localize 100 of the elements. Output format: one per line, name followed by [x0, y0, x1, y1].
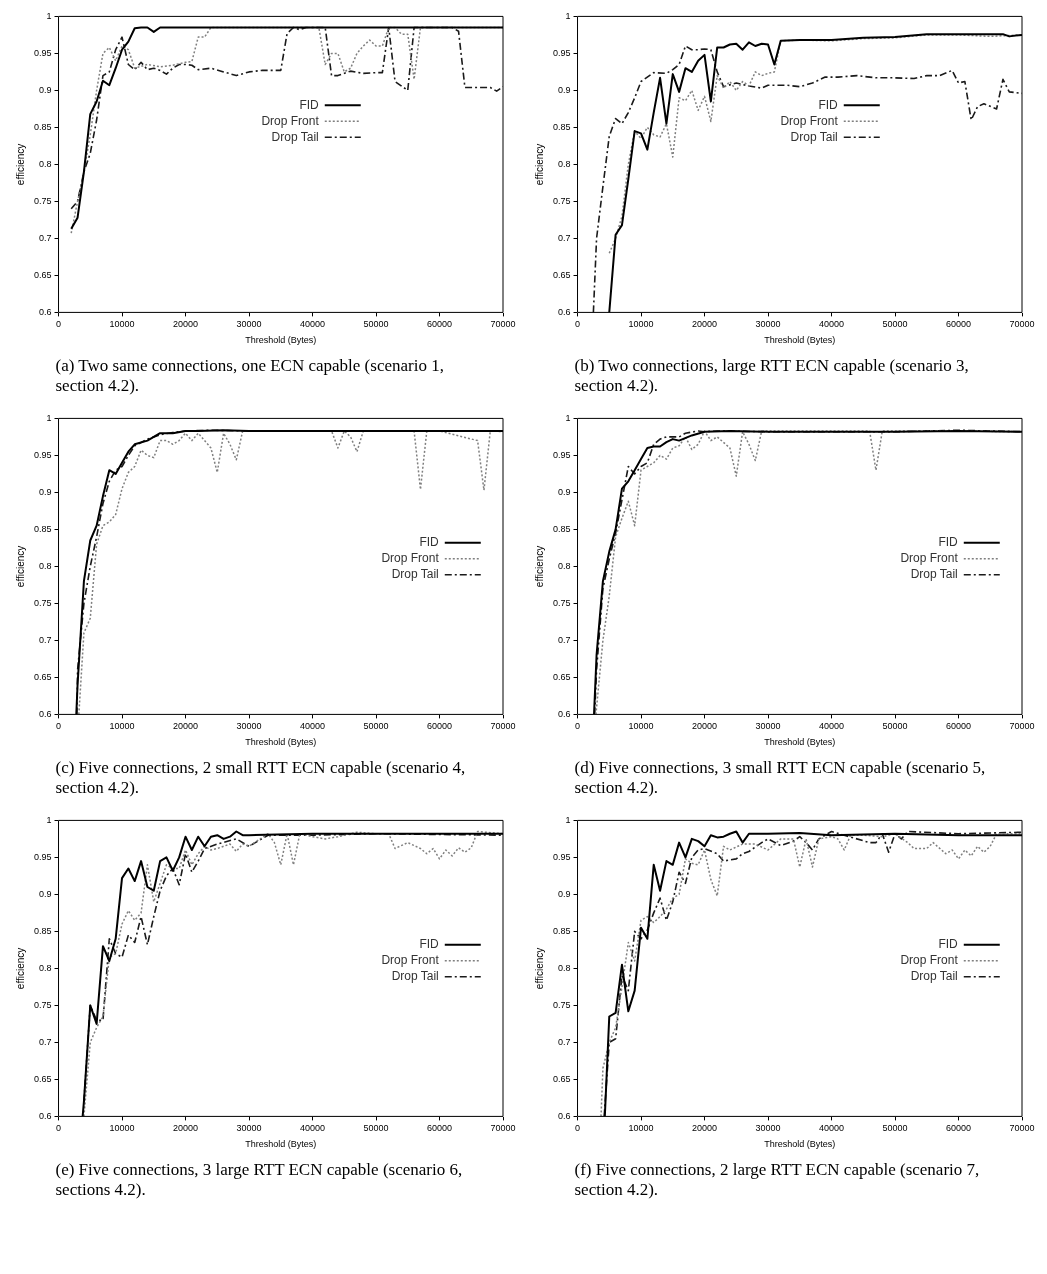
y-axis-title: efficiency [533, 947, 545, 990]
legend-label: FID [937, 535, 958, 550]
y-tick-label: 0.65 [33, 1073, 52, 1084]
text: (b) Two connections, large RTT ECN capable (scenario 3, section 4.2). [574, 356, 970, 396]
y-tick-label: 0.7 [38, 232, 52, 243]
legend-label: Drop Front [899, 953, 958, 968]
x-tick-label: 30000 [235, 1123, 262, 1134]
y-tick-label: 0.7 [557, 232, 571, 243]
y-tick-label: 0.7 [38, 634, 52, 645]
text: (d) Five connections, 3 small RTT ECN capable (scenario 5, section 4.2). [574, 758, 987, 798]
y-tick-label: 0.75 [33, 999, 52, 1010]
y-tick-label: 0.95 [33, 851, 52, 862]
x-tick-label: 0 [574, 319, 580, 330]
y-tick-label: 0.65 [552, 1073, 571, 1084]
y-tick-label: 0.75 [552, 999, 571, 1010]
x-tick-label: 30000 [754, 721, 781, 732]
y-tick-label: 0.85 [33, 523, 52, 534]
y-tick-label: 1 [565, 10, 571, 21]
x-tick-label: 0 [55, 721, 61, 732]
legend-label: Drop Tail [391, 567, 439, 582]
x-tick-label: 0 [574, 1123, 580, 1134]
x-axis-title: Threshold (Bytes) [763, 335, 835, 346]
legend-label: Drop Front [380, 551, 439, 566]
y-tick-label: 0.75 [33, 597, 52, 608]
y-tick-label: 0.7 [557, 634, 571, 645]
y-tick-label: 0.95 [33, 47, 52, 58]
y-tick-label: 0.9 [557, 84, 571, 95]
x-tick-label: 50000 [362, 1123, 389, 1134]
y-axis-title: efficiency [14, 545, 26, 588]
x-tick-label: 30000 [235, 721, 262, 732]
y-tick-label: 0.95 [552, 851, 571, 862]
x-tick-label: 20000 [691, 319, 717, 330]
y-tick-label: 0.85 [33, 925, 52, 936]
x-tick-label: 70000 [489, 1123, 516, 1134]
y-tick-label: 0.65 [552, 671, 571, 682]
y-axis-title: efficiency [533, 143, 545, 186]
legend-label: Drop Tail [271, 129, 319, 144]
x-tick-label: 10000 [628, 721, 654, 732]
x-axis-title: Threshold (Bytes) [244, 737, 316, 748]
legend-label: Drop Front [779, 113, 838, 128]
y-tick-label: 0.9 [38, 84, 52, 95]
y-tick-label: 0.6 [38, 1110, 52, 1121]
legend-label: Drop Tail [910, 969, 958, 984]
y-tick-label: 0.65 [552, 269, 571, 280]
x-tick-label: 30000 [754, 319, 781, 330]
y-tick-label: 0.75 [552, 597, 571, 608]
x-tick-label: 40000 [299, 721, 325, 732]
y-tick-label: 0.8 [38, 962, 52, 973]
x-tick-label: 20000 [172, 1123, 198, 1134]
y-tick-label: 0.9 [38, 888, 52, 899]
y-tick-label: 0.8 [38, 560, 52, 571]
x-tick-label: 10000 [628, 319, 654, 330]
x-tick-label: 40000 [299, 1123, 325, 1134]
x-tick-label: 70000 [1008, 319, 1035, 330]
legend-label: Drop Front [899, 551, 958, 566]
y-tick-label: 1 [46, 412, 52, 423]
y-tick-label: 0.95 [552, 449, 571, 460]
x-tick-label: 40000 [818, 721, 844, 732]
x-tick-label: 20000 [172, 721, 198, 732]
x-tick-label: 30000 [754, 1123, 781, 1134]
y-tick-label: 0.8 [38, 158, 52, 169]
x-axis-title: Threshold (Bytes) [244, 1139, 316, 1150]
x-axis-title: Threshold (Bytes) [763, 737, 835, 748]
y-tick-label: 0.7 [557, 1036, 571, 1047]
y-tick-label: 1 [46, 814, 52, 825]
y-axis-title: efficiency [533, 545, 545, 588]
legend-label: Drop Front [260, 113, 319, 128]
x-tick-label: 70000 [1008, 721, 1035, 732]
text: (c) Five connections, 2 small RTT ECN capable (scenario 4, section 4.2). [55, 758, 467, 798]
x-tick-label: 20000 [691, 721, 717, 732]
y-tick-label: 0.85 [552, 121, 571, 132]
legend-label: Drop Tail [391, 969, 439, 984]
text: (e) Five connections, 3 large RTT ECN capable (scenario 6, sections 4.2). [55, 1160, 464, 1200]
y-tick-label: 0.85 [33, 121, 52, 132]
x-tick-label: 60000 [945, 721, 971, 732]
y-tick-label: 0.7 [38, 1036, 52, 1047]
x-tick-label: 0 [574, 721, 580, 732]
y-tick-label: 0.9 [557, 888, 571, 899]
x-tick-label: 60000 [426, 1123, 452, 1134]
y-axis-title: efficiency [14, 143, 26, 186]
x-axis-title: Threshold (Bytes) [763, 1139, 835, 1150]
y-tick-label: 1 [565, 814, 571, 825]
y-tick-label: 0.8 [557, 560, 571, 571]
x-tick-label: 50000 [881, 1123, 908, 1134]
x-tick-label: 20000 [691, 1123, 717, 1134]
y-tick-label: 0.6 [557, 306, 571, 317]
x-tick-label: 10000 [109, 1123, 135, 1134]
x-tick-label: 50000 [881, 721, 908, 732]
y-tick-label: 0.9 [38, 486, 52, 497]
y-tick-label: 0.75 [552, 195, 571, 206]
x-tick-label: 50000 [362, 319, 389, 330]
y-tick-label: 0.85 [552, 523, 571, 534]
x-tick-label: 60000 [945, 319, 971, 330]
y-tick-label: 0.8 [557, 158, 571, 169]
x-tick-label: 0 [55, 1123, 61, 1134]
y-tick-label: 0.9 [557, 486, 571, 497]
y-tick-label: 0.6 [38, 306, 52, 317]
text: (f) Five connections, 2 large RTT ECN capable (scenario 7, section 4.2). [574, 1160, 981, 1200]
y-tick-label: 0.6 [557, 1110, 571, 1121]
x-tick-label: 40000 [299, 319, 325, 330]
